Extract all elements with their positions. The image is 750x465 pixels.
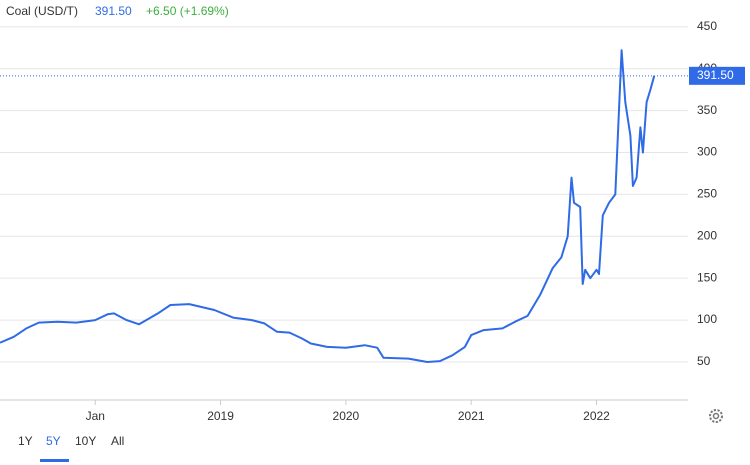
y-tick-label: 200 (697, 228, 717, 242)
range-button[interactable]: 5Y (46, 434, 61, 448)
y-tick-label: 450 (697, 19, 717, 33)
y-tick-label: 100 (697, 312, 717, 326)
last-price-tag-label: 391.50 (697, 68, 734, 82)
range-button[interactable]: 10Y (75, 434, 96, 448)
settings-icon[interactable] (709, 409, 723, 423)
y-tick-label: 300 (697, 145, 717, 159)
chart-title: Coal (USD/T) (6, 4, 78, 18)
y-tick-label: 50 (697, 354, 711, 368)
y-tick-label: 250 (697, 187, 717, 201)
price-line (0, 49, 656, 363)
range-button[interactable]: 1Y (18, 434, 33, 448)
range-button[interactable]: All (111, 434, 124, 448)
y-tick-label: 150 (697, 270, 717, 284)
x-tick-label: Jan (86, 409, 105, 423)
x-tick-label: 2020 (333, 409, 360, 423)
x-tick-label: 2019 (207, 409, 234, 423)
last-price-tag (689, 66, 745, 85)
y-tick-label: 350 (697, 103, 717, 117)
range-selected-underline (40, 459, 69, 462)
x-tick-label: 2021 (458, 409, 485, 423)
price-change: +6.50 (+1.69%) (146, 4, 229, 18)
x-tick-label: 2022 (583, 409, 610, 423)
last-price: 391.50 (95, 4, 132, 18)
